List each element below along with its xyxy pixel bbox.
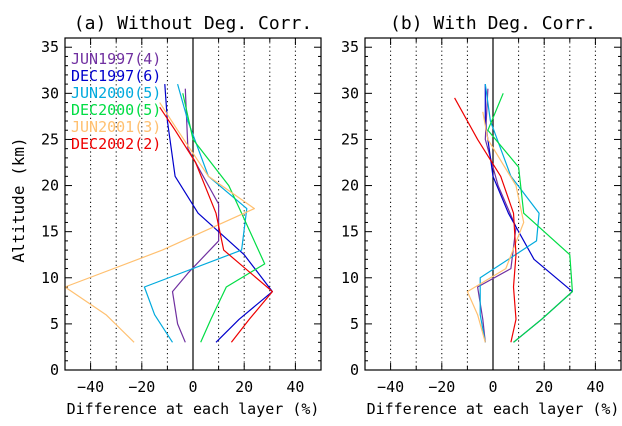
- y-tick-label: 0: [50, 361, 59, 379]
- panel-b: −40 −20 0 20 40 0 5 10 15 20 25 30 35 (b) With Deg. C…: [341, 13, 622, 418]
- x-axis-label: Difference at each layer (%): [367, 400, 620, 418]
- x-tick-label: −20: [428, 378, 455, 396]
- x-tick-label: 20: [535, 378, 553, 396]
- x-tick-label: 40: [286, 378, 304, 396]
- x-tick-label: −40: [377, 378, 404, 396]
- y-axis-label: Altitude (km): [9, 137, 28, 262]
- y-tick-label: 30: [41, 84, 59, 102]
- legend-entry: DEC1997(6): [71, 67, 161, 85]
- y-tick-label: 35: [341, 38, 359, 56]
- plot-frame: [364, 37, 622, 371]
- series-line: [466, 111, 525, 343]
- y-tick-label: 20: [341, 177, 359, 195]
- x-tick-label: −20: [128, 378, 155, 396]
- series-line: [182, 93, 266, 343]
- x-tick-label: 0: [488, 378, 497, 396]
- series-line: [487, 93, 574, 343]
- y-tick-label: 5: [350, 315, 359, 333]
- legend-entry: DEC2000(5): [71, 101, 161, 119]
- x-tick-label: −40: [77, 378, 104, 396]
- series-line: [454, 97, 517, 343]
- y-tick-label: 30: [341, 84, 359, 102]
- y-tick-label: 10: [341, 269, 359, 287]
- y-tick-label: 25: [341, 130, 359, 148]
- series-line: [159, 106, 273, 343]
- x-tick-label: 40: [586, 378, 604, 396]
- y-tick-label: 20: [41, 177, 59, 195]
- panel-title: (b) With Deg. Corr.: [390, 13, 596, 34]
- legend-entry: JUN2000(5): [71, 84, 161, 102]
- series-line: [64, 102, 255, 343]
- x-axis-label: Difference at each layer (%): [67, 400, 320, 418]
- plot-frame: [64, 37, 322, 371]
- y-tick-label: 10: [41, 269, 59, 287]
- legend-entry: DEC2002(2): [71, 135, 161, 153]
- panel-a: −40 −20 0 20 40 0 5 10 15 20 25 30 35 (a) Without Deg…: [41, 13, 322, 418]
- y-tick-label: 25: [41, 130, 59, 148]
- series-line: [171, 88, 220, 343]
- y-tick-label: 35: [41, 38, 59, 56]
- y-tick-label: 15: [41, 223, 59, 241]
- x-tick-label: 20: [235, 378, 253, 396]
- y-tick-label: 0: [350, 361, 359, 379]
- series-line: [164, 84, 273, 343]
- series-line: [479, 84, 540, 343]
- x-tick-label: 0: [188, 378, 197, 396]
- y-tick-label: 5: [50, 315, 59, 333]
- legend-entry: JUN2001(3): [71, 118, 161, 136]
- legend-entry: JUN1997(4): [71, 50, 161, 68]
- panel-title: (a) Without Deg. Corr.: [74, 13, 312, 34]
- y-tick-label: 15: [341, 223, 359, 241]
